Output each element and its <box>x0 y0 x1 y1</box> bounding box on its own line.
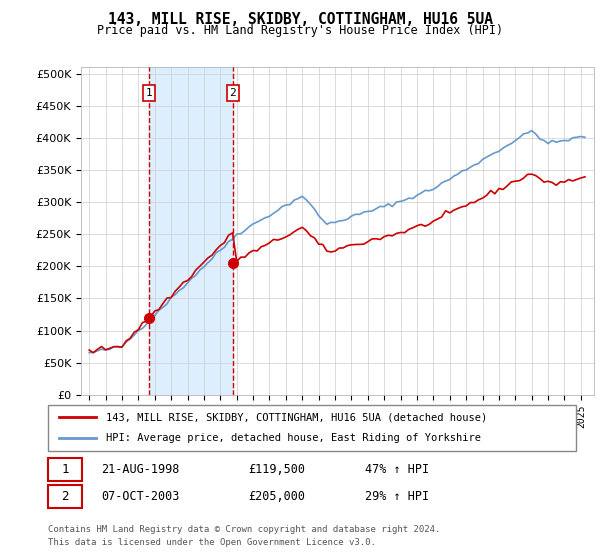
Text: 21-AUG-1998: 21-AUG-1998 <box>101 463 179 476</box>
Text: HPI: Average price, detached house, East Riding of Yorkshire: HPI: Average price, detached house, East… <box>106 433 481 444</box>
Text: 47% ↑ HPI: 47% ↑ HPI <box>365 463 429 476</box>
Text: Contains HM Land Registry data © Crown copyright and database right 2024.: Contains HM Land Registry data © Crown c… <box>48 525 440 534</box>
Text: 143, MILL RISE, SKIDBY, COTTINGHAM, HU16 5UA (detached house): 143, MILL RISE, SKIDBY, COTTINGHAM, HU16… <box>106 412 487 422</box>
Bar <box>149 67 233 395</box>
FancyBboxPatch shape <box>48 405 576 451</box>
Text: £205,000: £205,000 <box>248 490 305 503</box>
Text: 07-OCT-2003: 07-OCT-2003 <box>101 490 179 503</box>
FancyBboxPatch shape <box>48 486 82 508</box>
Text: 29% ↑ HPI: 29% ↑ HPI <box>365 490 429 503</box>
Text: £119,500: £119,500 <box>248 463 305 476</box>
Text: Price paid vs. HM Land Registry's House Price Index (HPI): Price paid vs. HM Land Registry's House … <box>97 24 503 37</box>
Text: 2: 2 <box>230 88 236 98</box>
Text: 2: 2 <box>61 490 68 503</box>
Text: 143, MILL RISE, SKIDBY, COTTINGHAM, HU16 5UA: 143, MILL RISE, SKIDBY, COTTINGHAM, HU16… <box>107 12 493 27</box>
Text: 1: 1 <box>145 88 152 98</box>
Text: This data is licensed under the Open Government Licence v3.0.: This data is licensed under the Open Gov… <box>48 538 376 547</box>
FancyBboxPatch shape <box>48 458 82 480</box>
Text: 1: 1 <box>61 463 68 476</box>
